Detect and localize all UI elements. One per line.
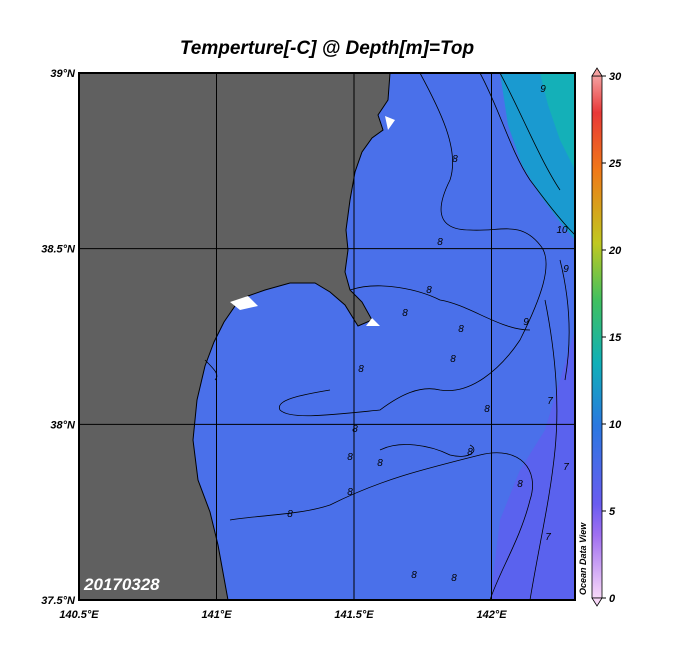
contour-label: 8 bbox=[377, 458, 383, 469]
y-tick-label: 39°N bbox=[50, 68, 76, 80]
colorbar bbox=[591, 75, 603, 599]
x-tick-label: 142°E bbox=[476, 609, 507, 621]
x-tick-label: 141.5°E bbox=[334, 609, 374, 621]
contour-label: 7 bbox=[547, 396, 553, 407]
land bbox=[79, 73, 391, 600]
colorbar-max-arrow bbox=[591, 67, 603, 77]
y-tick-label: 38°N bbox=[50, 419, 76, 431]
colorbar-tick-label: 20 bbox=[608, 245, 622, 257]
contour-label: 8 bbox=[517, 479, 523, 490]
colorbar-tick-label: 25 bbox=[608, 158, 622, 170]
x-tick-label: 141°E bbox=[201, 609, 232, 621]
contours bbox=[204, 73, 575, 600]
contour-label: 8 bbox=[452, 154, 458, 165]
contour-label: 9 bbox=[563, 264, 569, 275]
x-tick-label: 140.5°E bbox=[59, 609, 99, 621]
contour-label: 8 bbox=[411, 570, 417, 581]
contour-label: 8 bbox=[347, 487, 353, 498]
colorbar-tick-label: 10 bbox=[609, 419, 622, 431]
contour-label: 8 bbox=[437, 237, 443, 248]
colorbar-tick-label: 0 bbox=[609, 593, 616, 605]
y-tick-label: 37.5°N bbox=[41, 595, 76, 607]
colorbar-tick-label: 15 bbox=[609, 332, 622, 344]
plot-frame bbox=[78, 72, 576, 601]
date-label: 20170328 bbox=[83, 575, 160, 594]
contour-label: 8 bbox=[426, 285, 432, 296]
contour-label: 8 bbox=[287, 509, 293, 520]
cool-region bbox=[490, 330, 575, 600]
title: Temperture[-C] @ Depth[m]=Top bbox=[180, 38, 474, 59]
contour-label: 8 bbox=[458, 324, 464, 335]
colorbar-tick-label: 30 bbox=[609, 71, 622, 83]
contour-label: 8 bbox=[484, 404, 490, 415]
contour-label: 8 bbox=[347, 452, 353, 463]
contour-label: 8 bbox=[352, 424, 358, 435]
map-area bbox=[79, 73, 575, 600]
colorbar-tick-label: 5 bbox=[609, 506, 616, 518]
no-data-patch bbox=[230, 116, 395, 326]
contour-label: 7 bbox=[563, 462, 569, 473]
contour-label: 8 bbox=[467, 447, 473, 458]
contour-label: 8 bbox=[450, 354, 456, 365]
contour-label: 10 bbox=[556, 225, 568, 236]
colorbar-min-arrow bbox=[591, 597, 603, 607]
contour-label: 8 bbox=[451, 573, 457, 584]
contour-label: 8 bbox=[402, 308, 408, 319]
contour-label: 7 bbox=[545, 532, 551, 543]
y-tick-label: 38.5°N bbox=[41, 244, 76, 256]
watermark: Ocean Data View bbox=[578, 522, 588, 595]
contour-label: 8 bbox=[358, 364, 364, 375]
contour-label: 9 bbox=[540, 84, 546, 95]
contour-label: 9 bbox=[523, 317, 529, 328]
warm-core bbox=[540, 73, 575, 170]
